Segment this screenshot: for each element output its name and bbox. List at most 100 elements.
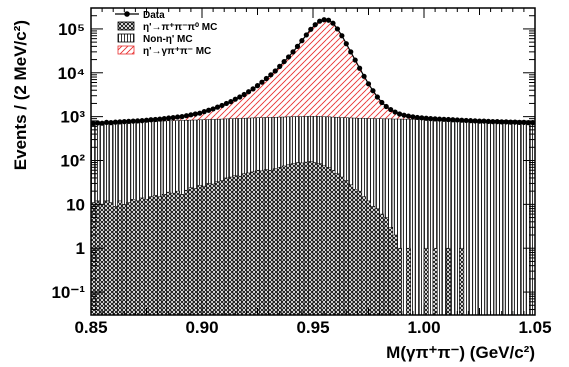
- eta-3pi-bar: [303, 161, 309, 316]
- x-tick-label: 0.90: [185, 318, 218, 337]
- data-point: [325, 17, 332, 23]
- eta-3pi-bar: [250, 171, 256, 316]
- data-point: [188, 112, 194, 118]
- eta-3pi-bar: [383, 217, 389, 316]
- data-point: [103, 119, 110, 125]
- eta-3pi-bar: [312, 162, 318, 316]
- eta-3pi-bar: [330, 169, 336, 316]
- eta-3pi-bar: [157, 196, 163, 316]
- data-point: [246, 89, 252, 95]
- data-point: [445, 116, 452, 123]
- data-point: [317, 18, 323, 24]
- eta-3pi-bar: [281, 165, 287, 316]
- data-point: [139, 118, 145, 124]
- eta-3pi-bar: [294, 162, 300, 316]
- data-point: [263, 75, 269, 82]
- data-point: [312, 22, 318, 28]
- data-point: [512, 119, 518, 125]
- eta-3pi-bar: [152, 195, 158, 316]
- eta-3pi-bar: [179, 193, 185, 316]
- non-eta-bar: [454, 119, 460, 316]
- y-tick-label: 10²: [60, 151, 85, 170]
- data-point: [303, 32, 309, 38]
- eta-3pi-bar: [215, 181, 221, 316]
- eta-3pi-bar: [148, 196, 154, 316]
- data-point: [152, 116, 158, 123]
- non-eta-bar: [463, 119, 469, 316]
- eta-3pi-bar: [219, 180, 225, 316]
- data-point: [454, 117, 460, 123]
- data-point: [357, 65, 363, 71]
- data-point: [95, 120, 101, 126]
- data-point: [392, 109, 398, 115]
- data-point: [250, 86, 256, 92]
- data-point: [157, 116, 163, 122]
- data-point: [370, 88, 376, 94]
- data-point: [223, 100, 230, 107]
- data-point: [432, 116, 438, 122]
- data-point: [121, 119, 127, 125]
- eta-3pi-bar: [392, 234, 398, 316]
- eta-3pi-bar: [255, 169, 260, 316]
- data-point: [423, 115, 429, 121]
- non-eta-bar: [441, 119, 447, 316]
- data-point: [219, 102, 225, 109]
- eta-3pi-bar: [432, 247, 438, 316]
- data-point: [210, 106, 216, 112]
- eta-3pi-bar: [423, 247, 429, 316]
- eta-3pi-bar: [290, 163, 296, 316]
- y-tick-labels: 10⁻¹ 1 10 10² 10³ 10⁴ 10⁵: [51, 20, 85, 302]
- data-point: [148, 117, 154, 123]
- legend-label: η'→π⁺π⁻π⁰ MC: [143, 22, 217, 33]
- data-point: [374, 94, 380, 100]
- legend-swatch: [117, 33, 135, 43]
- data-point: [166, 115, 172, 121]
- data-point: [330, 20, 336, 26]
- data-point: [174, 114, 181, 120]
- eta-3pi-bar: [144, 199, 149, 316]
- non-eta-bar: [428, 119, 434, 316]
- legend-swatch: [117, 21, 135, 31]
- eta-3pi-bar: [405, 247, 411, 316]
- data-point: [241, 91, 247, 98]
- eta-3pi-bar: [357, 190, 363, 316]
- eta-3pi-bar: [117, 200, 123, 316]
- eta-3pi-bar: [206, 183, 212, 316]
- eta-3pi-bar: [352, 189, 358, 316]
- data-point: [308, 26, 314, 32]
- eta-3pi-bar: [192, 188, 198, 316]
- non-eta-bar: [472, 119, 478, 316]
- eta-3pi-bar: [379, 213, 385, 316]
- eta-3pi-bar: [121, 204, 127, 316]
- data-point: [334, 26, 341, 32]
- data-point: [348, 49, 354, 55]
- data-point: [161, 116, 167, 122]
- eta-3pi-bar: [99, 204, 105, 316]
- non-eta-bar: [508, 120, 514, 316]
- data-point: [112, 119, 119, 125]
- data-point: [441, 116, 447, 122]
- data-point: [237, 94, 243, 100]
- eta-3pi-bar: [397, 247, 403, 316]
- eta-3pi-bar: [112, 206, 118, 316]
- data-point: [254, 83, 261, 89]
- data-point: [285, 54, 292, 60]
- data-point: [130, 118, 136, 124]
- eta-3pi-bar: [299, 162, 305, 316]
- eta-3pi-bar: [108, 202, 114, 316]
- data-point: [499, 119, 505, 125]
- legend-swatch: [117, 45, 135, 55]
- non-eta-bar: [419, 119, 425, 316]
- data-point: [472, 118, 478, 124]
- data-point: [343, 41, 349, 47]
- data-point: [476, 118, 483, 124]
- data-point: [388, 106, 394, 113]
- legend-label: η'→γπ⁺π⁻ MC: [143, 46, 211, 57]
- data-point: [183, 113, 190, 119]
- non-eta-bar: [437, 119, 443, 316]
- data-point: [126, 118, 132, 124]
- data-point: [277, 63, 283, 69]
- data-point: [143, 117, 150, 123]
- eta-3pi-bar: [237, 175, 243, 316]
